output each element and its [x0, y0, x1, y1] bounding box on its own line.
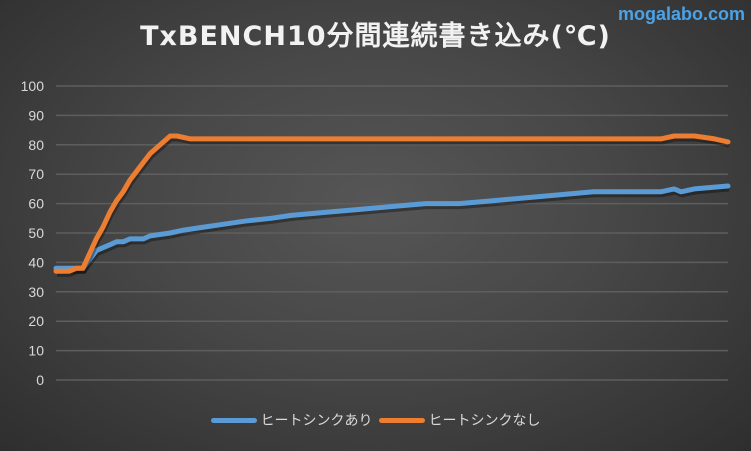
y-axis-labels: 0 10 20 30 40 50 60 70 80 90 100 — [21, 78, 45, 388]
legend-label-heatsink: ヒートシンクあり — [260, 413, 373, 429]
legend-swatch-no-heatsink — [378, 417, 425, 423]
series-line-heatsink — [53, 183, 731, 271]
y-tick-label: 60 — [28, 196, 44, 212]
y-tick-label: 70 — [28, 166, 44, 182]
series-line-no-heatsink — [53, 133, 731, 274]
legend-item-no-heatsink: ヒートシンクなし — [378, 410, 541, 430]
y-tick-label: 100 — [21, 78, 45, 94]
watermark: mogalabo.com — [617, 4, 745, 24]
legend-swatch-heatsink — [210, 417, 257, 423]
y-tick-label: 10 — [28, 343, 44, 359]
y-tick-label: 90 — [28, 107, 44, 123]
legend: ヒートシンクあり ヒートシンクなし — [0, 410, 751, 430]
legend-label-no-heatsink: ヒートシンクなし — [428, 413, 541, 429]
y-tick-label: 30 — [28, 284, 44, 300]
y-tick-label: 20 — [28, 313, 44, 329]
y-tick-label: 50 — [28, 225, 44, 241]
data-series — [53, 133, 731, 277]
y-tick-label: 40 — [28, 254, 44, 270]
y-tick-label: 0 — [36, 372, 44, 388]
chart-title: TxBENCH10分間連続書き込み(℃) — [140, 21, 611, 52]
legend-item-heatsink: ヒートシンクあり — [210, 410, 373, 430]
y-tick-label: 80 — [28, 137, 44, 153]
